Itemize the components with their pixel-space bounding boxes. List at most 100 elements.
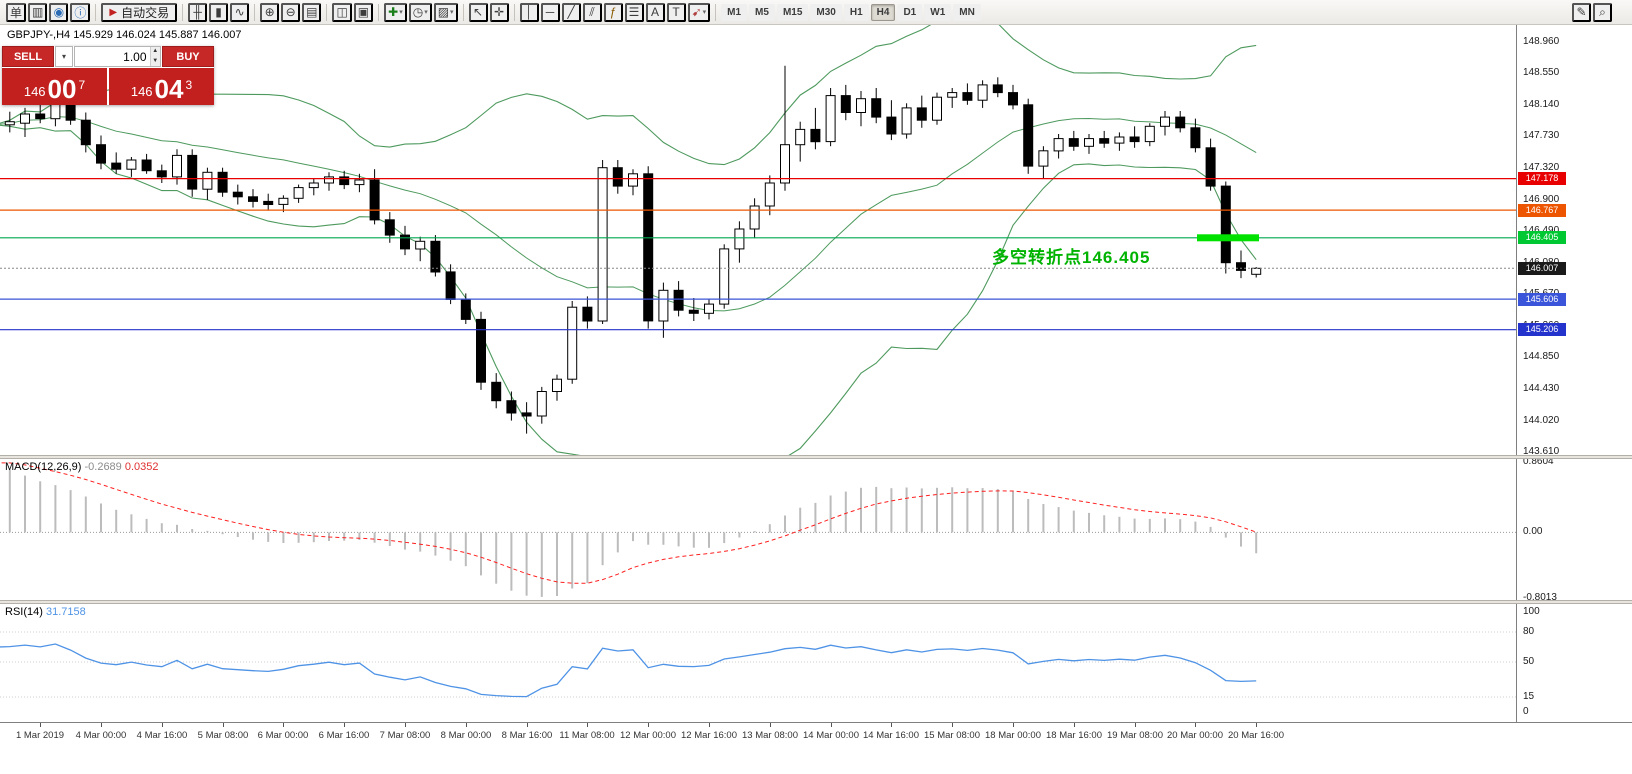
bar-chart-icon[interactable]: ╫ bbox=[188, 2, 208, 22]
volume-input[interactable] bbox=[75, 47, 150, 66]
macd-histogram-bar bbox=[1148, 518, 1151, 533]
macd-histogram-bar bbox=[890, 488, 893, 533]
time-axis[interactable]: 1 Mar 2019 4 Mar 00:00 4 Mar 16:00 5 Mar 08… bbox=[0, 722, 1632, 748]
zoom-in-icon[interactable]: ⊕ bbox=[260, 2, 280, 22]
highlight-trend-segment bbox=[1197, 234, 1259, 242]
candle bbox=[354, 179, 365, 186]
trendline-icon: ╱ bbox=[567, 5, 575, 19]
macd-histogram-bar bbox=[373, 532, 376, 543]
macd-histogram-bar bbox=[100, 503, 102, 533]
macd-indicator-label: MACD(12,26,9) -0.2689 0.0352 bbox=[5, 461, 159, 473]
toolbar-separator bbox=[182, 3, 184, 21]
period-menu-icon[interactable]: ◷ ▾ bbox=[408, 2, 432, 22]
time-axis-tick bbox=[344, 723, 345, 727]
candle bbox=[263, 200, 274, 205]
price-axis[interactable]: 148.960 148.550 148.140 147.730 147.320 146.9… bbox=[1516, 25, 1632, 722]
buy-button[interactable]: BUY bbox=[162, 46, 214, 67]
volume-dropdown[interactable]: ▾ bbox=[55, 46, 74, 67]
sell-price-display[interactable]: 146 00 7 bbox=[2, 68, 107, 105]
buy-price-point: 3 bbox=[185, 78, 193, 92]
channel-icon[interactable]: ⫽ bbox=[582, 2, 602, 22]
macd-histogram-bar bbox=[267, 532, 270, 542]
timeframe-button-h4[interactable]: H4 bbox=[870, 3, 896, 21]
chart-annotation-text[interactable]: 多空转折点146.405 bbox=[992, 248, 1151, 267]
candle bbox=[947, 92, 958, 98]
sell-button[interactable]: SELL bbox=[2, 46, 54, 67]
timeframe-button-m5[interactable]: M5 bbox=[749, 3, 775, 21]
profile-icon[interactable]: ◉ bbox=[49, 2, 69, 22]
timeframe-button-w1[interactable]: W1 bbox=[924, 3, 952, 21]
line-chart-icon: ∿ bbox=[234, 5, 245, 19]
trendline-icon[interactable]: ╱ bbox=[561, 2, 581, 22]
tile-windows-icon[interactable]: ◫ bbox=[332, 2, 352, 22]
autotrade-button[interactable]: ▶ 自动交易 bbox=[101, 2, 178, 22]
candle bbox=[430, 240, 441, 273]
edit-icon[interactable]: ✎ bbox=[1572, 2, 1591, 22]
indicator-windows-icon[interactable]: ▤ bbox=[302, 2, 322, 22]
buy-price-display[interactable]: 146 04 3 bbox=[109, 68, 214, 105]
volume-down-button[interactable]: ▼ bbox=[149, 56, 160, 66]
time-axis-label: 20 Mar 16:00 bbox=[1228, 730, 1284, 741]
panel-splitter[interactable] bbox=[0, 600, 1632, 604]
rsi-indicator-canvas[interactable] bbox=[0, 604, 1516, 722]
zoom-out-icon[interactable]: ⊖ bbox=[281, 2, 301, 22]
template-menu-icon[interactable]: ▨ ▾ bbox=[433, 2, 458, 22]
candle bbox=[1008, 92, 1018, 106]
fibonacci-icon[interactable]: ƒ bbox=[603, 2, 623, 22]
timeframe-button-m1[interactable]: M1 bbox=[721, 3, 748, 21]
template-menu-icon: ▨ bbox=[437, 5, 450, 19]
candle bbox=[141, 159, 152, 172]
macd-histogram-bar bbox=[753, 531, 756, 533]
label-icon[interactable]: T bbox=[666, 2, 686, 22]
candle bbox=[293, 187, 304, 199]
macd-histogram-bar bbox=[692, 532, 695, 548]
market-watch-icon[interactable]: ▥ bbox=[28, 2, 48, 22]
time-axis-tick bbox=[466, 723, 467, 727]
macd-histogram-bar bbox=[176, 524, 178, 533]
new-order-button[interactable]: 单 bbox=[6, 2, 27, 22]
candle bbox=[734, 228, 745, 250]
line-chart-icon[interactable]: ∿ bbox=[230, 2, 250, 22]
levels-icon[interactable]: ☰ bbox=[624, 2, 644, 22]
time-axis-label: 4 Mar 00:00 bbox=[75, 730, 127, 741]
vertical-line-icon[interactable]: │ bbox=[519, 2, 539, 22]
timeframe-button-h1[interactable]: H1 bbox=[843, 3, 869, 21]
cursor-icon[interactable]: ↖ bbox=[468, 2, 488, 22]
macd-histogram-bar bbox=[1179, 519, 1182, 533]
cascade-windows-icon[interactable]: ▣ bbox=[353, 2, 374, 22]
candle bbox=[688, 309, 699, 314]
rsi-axis-label: 0 bbox=[1523, 706, 1529, 717]
crosshair-icon[interactable]: ✛ bbox=[489, 2, 509, 22]
macd-axis-label: 0.8604 bbox=[1523, 456, 1554, 467]
panel-splitter[interactable] bbox=[0, 455, 1632, 459]
macd-histogram-bar bbox=[1194, 521, 1197, 533]
candle bbox=[35, 113, 46, 120]
candle bbox=[567, 306, 578, 380]
time-axis-label: 15 Mar 08:00 bbox=[924, 730, 980, 741]
timeframe-button-m15[interactable]: M15 bbox=[776, 3, 809, 21]
autotrade-label: 自动交易 bbox=[121, 5, 170, 20]
horizontal-line-icon[interactable]: ─ bbox=[540, 2, 560, 22]
timeframe-button-d1[interactable]: D1 bbox=[897, 3, 923, 21]
period-menu-icon: ◷ bbox=[412, 5, 424, 19]
timeframe-button-mn[interactable]: MN bbox=[953, 3, 981, 21]
macd-histogram-bar bbox=[875, 486, 878, 533]
volume-up-button[interactable]: ▲ bbox=[149, 47, 160, 57]
candle bbox=[536, 391, 547, 417]
add-indicator-icon[interactable]: ✚ ▾ bbox=[384, 2, 407, 22]
text-icon[interactable]: A bbox=[645, 2, 665, 22]
time-axis-tick bbox=[283, 723, 284, 727]
candle bbox=[1099, 138, 1110, 144]
price-chart-canvas[interactable] bbox=[0, 25, 1516, 455]
candlestick-chart-icon[interactable]: ▮ bbox=[209, 2, 229, 22]
new-order-button: 单 bbox=[10, 5, 23, 20]
level-price-badge: 145.606 bbox=[1518, 293, 1566, 306]
search-icon[interactable]: ⌕ bbox=[1593, 2, 1612, 22]
macd-histogram-bar bbox=[160, 523, 163, 533]
macd-indicator-canvas[interactable] bbox=[0, 459, 1516, 600]
timeframe-button-m30[interactable]: M30 bbox=[810, 3, 842, 21]
candle bbox=[415, 240, 426, 250]
info-icon[interactable]: ⓘ bbox=[70, 2, 91, 22]
toolbar-right-group: ✎ ⌕ bbox=[1571, 2, 1627, 22]
arrows-icon[interactable]: ➹ ▾ bbox=[687, 2, 711, 22]
